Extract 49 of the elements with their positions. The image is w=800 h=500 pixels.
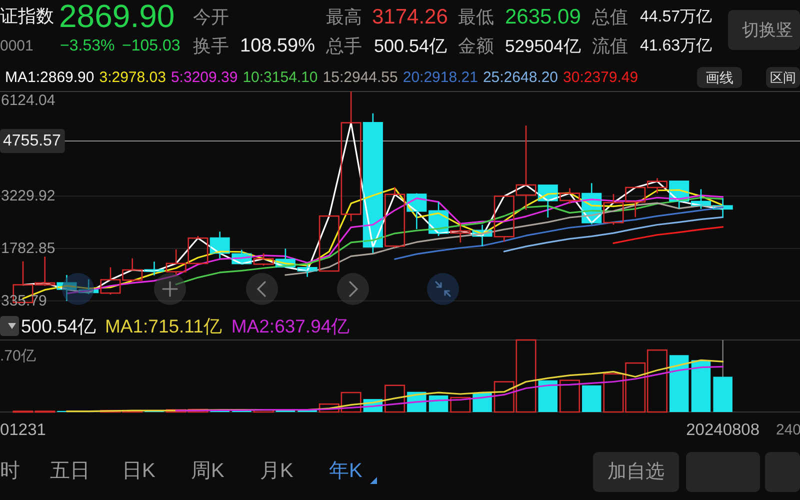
annotation-text: 44.57万亿: [640, 8, 712, 26]
annotation-text: 月K: [260, 460, 294, 482]
annotation-text: 加自选: [608, 462, 664, 482]
annotation-text: 3174.26: [372, 6, 448, 28]
annotation-text: 换手: [193, 36, 229, 56]
annotation-text: 2635.09: [505, 6, 581, 28]
annotation-text: 108.59%: [240, 36, 316, 56]
annotation-text: 最低: [458, 7, 494, 27]
ytick-label: 1782.85: [1, 240, 56, 257]
ref-label-text: 4755.57: [3, 132, 61, 150]
annotation-text: 五日: [50, 460, 90, 482]
annotation-text: 500.54亿: [21, 316, 97, 336]
annotation-text: 今开: [193, 7, 229, 27]
annotation-text: 500.54亿: [374, 36, 448, 56]
legend-item: MA1:715.11亿: [105, 316, 222, 336]
ytick-label: 6124.04: [1, 92, 56, 109]
xtick-label: 20240808: [686, 421, 760, 439]
title: 证指数: [0, 6, 54, 26]
legend-item: MA2:637.94亿: [231, 316, 350, 336]
annotation-text: 最高: [326, 7, 362, 27]
annotation-text: 年K: [329, 460, 362, 482]
annotation-text: 0001: [0, 38, 34, 54]
annotation-text: 529504亿: [505, 36, 582, 56]
ytick-label: 335.79: [1, 292, 47, 310]
annotation-text: 41.63万亿: [640, 38, 712, 54]
annotation-text: 画线: [706, 70, 734, 86]
annotation-text: 切换竖: [742, 20, 793, 40]
annotation-text: 2869.90: [59, 0, 175, 34]
xtick-label: 01231: [0, 421, 46, 439]
annotation-text: 总值: [592, 7, 628, 27]
annotation-text: 总手: [326, 36, 362, 56]
annotation-text: −3.53%: [60, 38, 115, 54]
annotation-text: 流值: [592, 36, 628, 56]
annotation-text: 区间: [770, 70, 796, 85]
legend-item: 20:2918.21: [402, 69, 478, 86]
legend-item: 5:3209.39: [170, 69, 238, 86]
legend-item: 25:2648.20: [482, 69, 558, 86]
annotation-text: 周K: [191, 460, 224, 482]
legend-item: 30:2379.49: [563, 69, 638, 86]
legend-item: 10:3154.10: [242, 69, 318, 86]
legend-item: MA1:2869.90: [5, 69, 94, 86]
annotation-text: 日K: [122, 460, 156, 482]
annotation-text: −105.03: [122, 38, 180, 54]
annotation-text: .70亿: [0, 348, 36, 364]
legend-item: 3:2978.03: [99, 69, 166, 86]
legend-item: 15:2944.55: [322, 69, 398, 86]
annotation-text: 时: [0, 460, 20, 482]
ytick-label: 3229.92: [1, 188, 56, 205]
annotation-text: 金额: [458, 36, 494, 56]
